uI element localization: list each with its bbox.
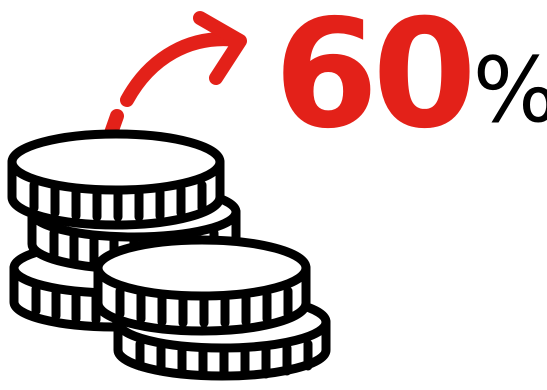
percent-label: 60 % [274, 0, 547, 150]
coin-left-top [7, 129, 225, 230]
percent-value: 60 [274, 0, 477, 162]
coin-right-top [93, 235, 311, 336]
percent-symbol: % [473, 46, 547, 136]
